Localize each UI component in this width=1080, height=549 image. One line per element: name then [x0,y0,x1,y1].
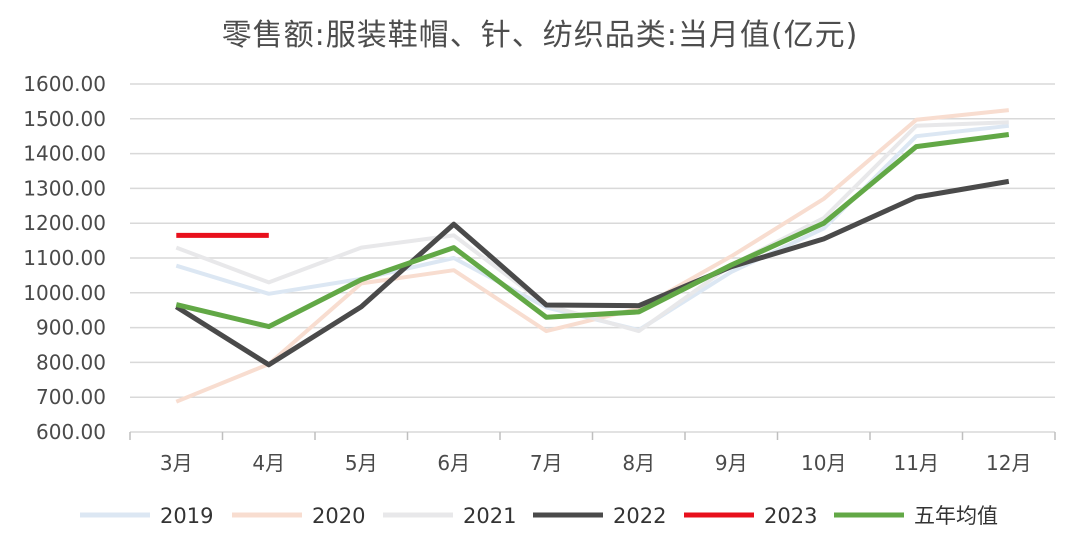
y-tick-label: 600.00 [36,420,106,444]
x-tick-label: 4月 [252,451,285,475]
y-tick-label: 900.00 [36,316,106,340]
series-lines [174,108,1010,404]
y-tick-label: 1400.00 [23,142,106,166]
y-tick-label: 1100.00 [23,246,106,270]
y-tick-label: 1300.00 [23,176,106,200]
series-line-2021 [175,120,1009,334]
y-tick-label: 1000.00 [23,281,106,305]
x-tick-label: 7月 [530,451,563,475]
chart-title: 零售额:服装鞋帽、针、纺织品类:当月值(亿元) [221,18,859,53]
grid-lines [130,83,1055,433]
x-tick-label: 3月 [160,451,193,475]
y-tick-label: 1200.00 [23,211,106,235]
x-tick-label: 9月 [715,451,748,475]
y-tick-label: 1600.00 [23,72,106,96]
x-tick-label: 6月 [437,451,470,475]
x-tick-label: 11月 [894,451,939,475]
y-tick-label: 800.00 [36,350,106,374]
x-tick-label: 10月 [801,451,846,475]
legend-label: 五年均值 [914,504,998,528]
series-line-五年均值 [175,132,1010,330]
legend-label: 2019 [160,504,213,528]
legend-label: 2020 [312,504,365,528]
x-tick-label: 8月 [622,451,655,475]
x-axis: 3月 4月 5月 6月 7月 8月 9月 10月 11月 12月 [129,432,1056,475]
legend-label: 2021 [463,504,516,528]
series-line-2022 [174,178,1010,368]
legend-label: 2023 [764,504,817,528]
legend: 2019 2020 2021 2022 2023 五年均值 [80,504,998,528]
y-tick-label: 1500.00 [23,107,106,131]
y-axis-ticks: 600.00 700.00 800.00 900.00 1000.00 1100.00 12… [23,72,106,444]
x-tick-label: 5月 [345,451,378,475]
legend-label: 2022 [613,504,666,528]
x-tick-label: 12月 [986,451,1031,475]
y-tick-label: 700.00 [36,385,106,409]
